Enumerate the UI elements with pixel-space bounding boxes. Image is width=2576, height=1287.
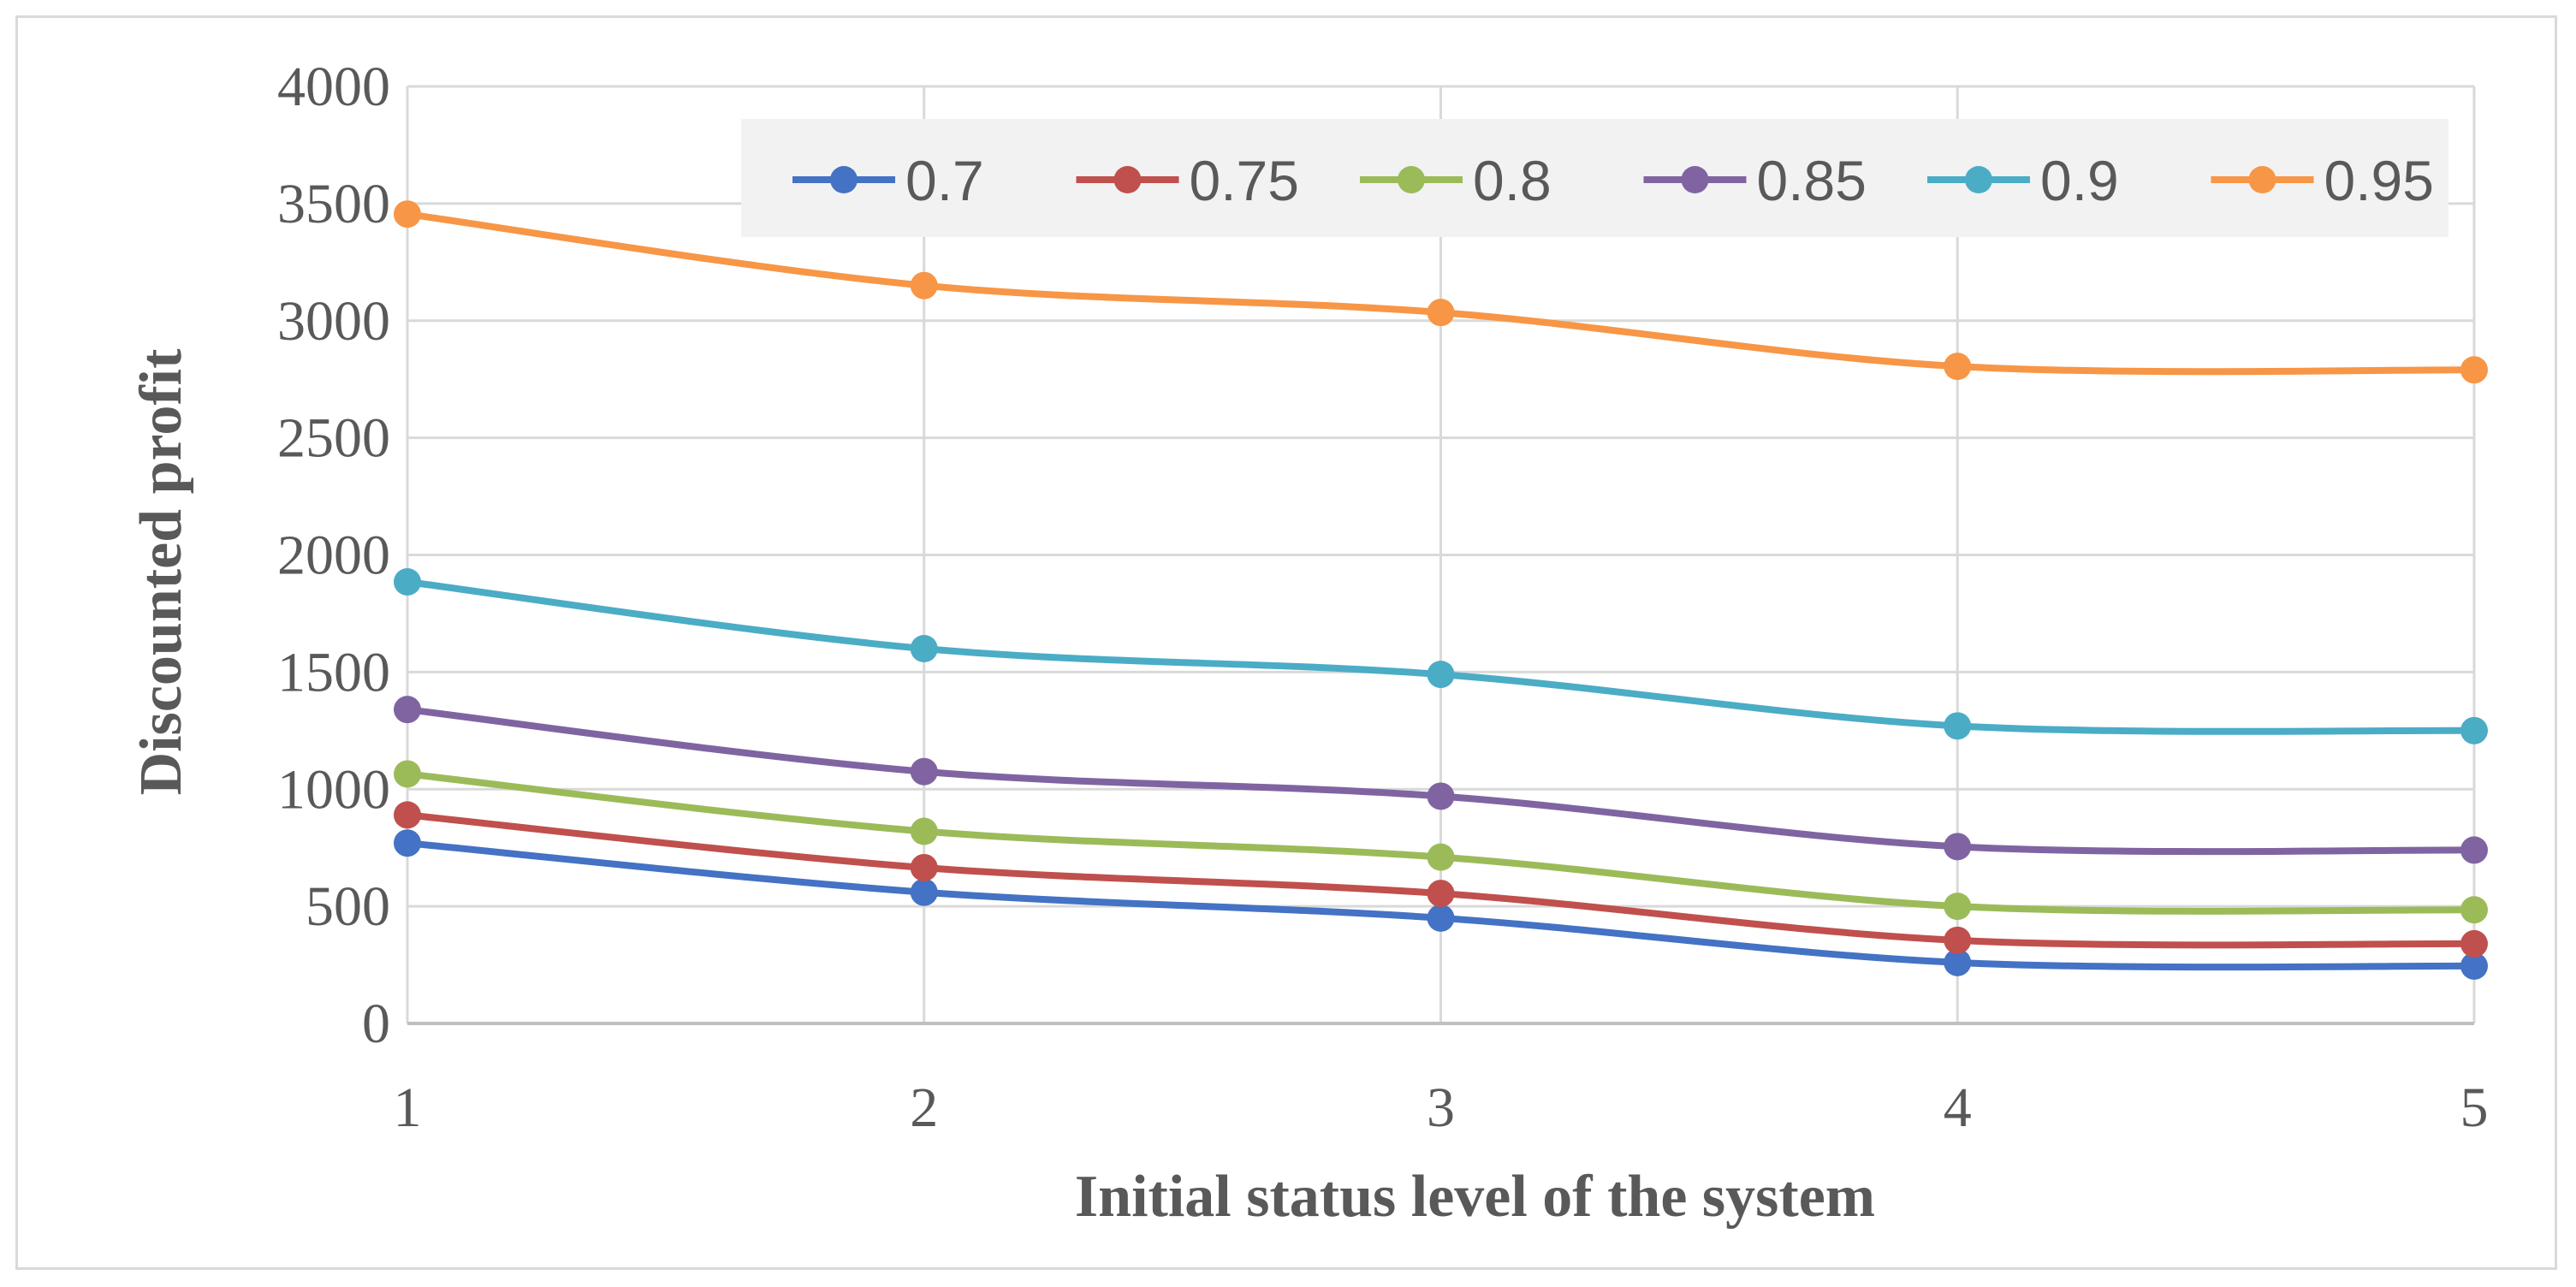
data-point [2460,836,2488,864]
x-tick-label: 1 [394,1076,422,1139]
legend-marker [1398,166,1425,193]
data-point [1944,712,1972,740]
data-point [2460,356,2488,384]
legend-item: 0.85 [1643,149,1867,212]
legend-item: 0.8 [1360,149,1552,212]
axes: 0 500 1000 1500 2000 2500 3000 3500 4000 1 2 3 4 5 [277,56,2489,1139]
data-point [1427,904,1455,932]
series-0.75 [394,801,2488,958]
data-point [2460,952,2488,980]
data-point [910,853,938,881]
legend-marker [2248,166,2276,193]
data-point [1944,833,1972,861]
series-0.95 [394,200,2488,384]
data-point [910,757,938,786]
y-tick-label: 0 [362,993,390,1055]
x-tick-label: 3 [1427,1076,1455,1139]
data-point [1427,782,1455,810]
legend-item: 0.9 [1927,149,2119,212]
legend: 0.7 0.75 0.8 0.85 0.9 0.95 [741,119,2448,237]
legend-label: 0.7 [905,149,984,212]
data-point [2460,716,2488,744]
data-point [1944,926,1972,954]
legend-item: 0.7 [792,149,984,212]
x-tick-label: 2 [910,1076,938,1139]
y-tick-label: 4000 [277,56,390,118]
data-point [394,760,421,788]
legend-marker [1965,166,1992,193]
legend-marker [830,166,858,193]
data-point [394,801,421,829]
line-chart: 0 500 1000 1500 2000 2500 3000 3500 4000 1 2 3 4 5 0.… [128,56,2489,1230]
data-point [910,817,938,845]
data-point [394,200,421,228]
data-point [1427,661,1455,689]
legend-label: 0.95 [2324,149,2434,212]
legend-item: 0.75 [1076,149,1299,212]
data-point [910,878,938,906]
legend-label: 0.9 [2040,149,2119,212]
data-point [1427,299,1455,327]
data-point [910,635,938,662]
data-point [1944,353,1972,381]
y-tick-label: 2000 [277,525,390,587]
data-point [394,829,421,857]
y-axis-title: Discounted profit [128,349,194,796]
legend-marker [1113,166,1142,193]
series-0.85 [394,696,2488,864]
y-tick-label: 1500 [277,641,390,703]
data-point [1944,893,1972,921]
legend-item: 0.95 [2211,149,2434,212]
data-point [2460,929,2488,958]
y-tick-label: 500 [306,875,390,938]
data-point [1427,843,1455,871]
y-tick-label: 2500 [277,407,390,470]
data-point [394,567,421,596]
data-point [1944,948,1972,976]
data-point [1427,880,1455,908]
legend-label: 0.75 [1190,149,1299,212]
series-lines [394,200,2488,980]
x-tick-label: 5 [2460,1076,2489,1139]
series-0.9 [394,567,2488,744]
chart-frame: 0 500 1000 1500 2000 2500 3000 3500 4000 1 2 3 4 5 0.… [15,15,2557,1270]
y-tick-label: 3500 [277,173,390,235]
legend-label: 0.85 [1757,149,1867,212]
x-axis-title: Initial status level of the system [1075,1164,1875,1230]
y-tick-label: 3000 [277,290,390,353]
y-tick-label: 1000 [277,758,390,821]
legend-label: 0.8 [1473,149,1552,212]
data-point [2460,896,2488,924]
data-point [910,271,938,300]
legend-marker [1681,166,1709,193]
series-0.8 [394,760,2488,924]
series-0.7 [394,829,2488,980]
x-tick-label: 4 [1944,1076,1972,1139]
data-point [394,696,421,724]
legend-box [741,119,2448,237]
